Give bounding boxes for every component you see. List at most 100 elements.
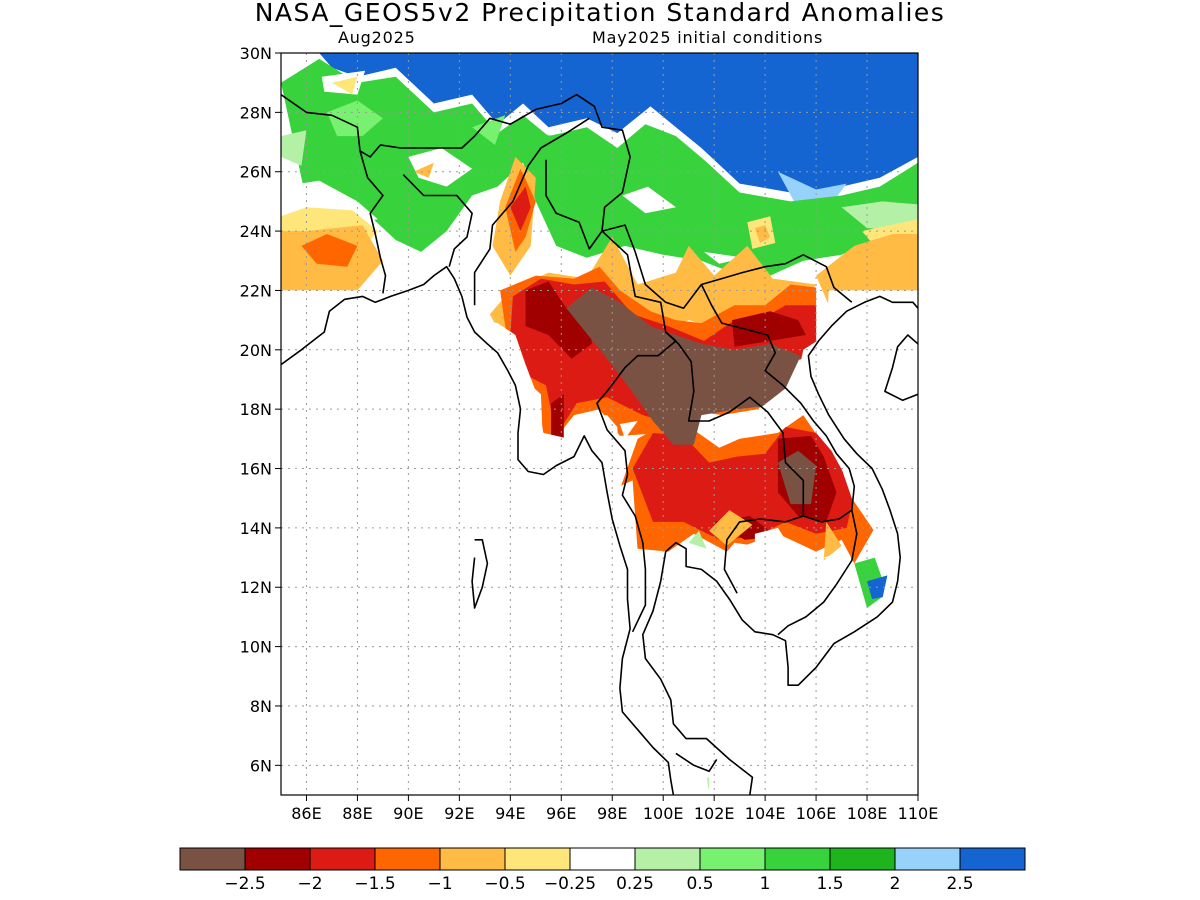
colorbar-swatch-4 — [439, 847, 506, 871]
lon-tick-label-3: 92E — [444, 804, 474, 823]
colorbar-label-2: −1.5 — [354, 874, 395, 894]
anomaly-region-39 — [823, 521, 842, 561]
colorbar-label-0: −2.5 — [224, 874, 265, 894]
lon-tick-label-12: 110E — [898, 804, 939, 823]
lon-tick-label-4: 94E — [495, 804, 525, 823]
longitude-axis: 86E 88E 90E 92E 94E 96E 98E 100E 102E 104E 106E 108… — [291, 795, 938, 823]
mask-region-6 — [619, 421, 638, 439]
lon-tick-label-11: 108E — [847, 804, 888, 823]
anomaly-region-29 — [510, 186, 531, 232]
mask-region-5 — [754, 527, 786, 564]
anomaly-region-19 — [413, 162, 434, 178]
anomaly-region-17 — [332, 76, 358, 95]
colorbar-label-5: −0.25 — [544, 874, 596, 894]
colorbar-swatch-1 — [244, 847, 311, 871]
lat-tick-label-11: 8N — [250, 697, 272, 716]
lat-tick-label-3: 24N — [240, 222, 272, 241]
colorbar-swatch-0 — [179, 847, 246, 871]
lat-tick-label-6: 18N — [240, 400, 272, 419]
lat-tick-label-7: 16N — [240, 460, 272, 479]
coastline-1 — [641, 295, 918, 795]
lon-tick-label-8: 102E — [694, 804, 735, 823]
colorbar-swatch-7 — [634, 847, 701, 871]
plot-frame — [280, 52, 919, 796]
country-border-7 — [777, 509, 858, 636]
colorbar-label-7: 0.5 — [686, 874, 713, 894]
lon-tick-label-2: 90E — [393, 804, 423, 823]
colorbar-swatch-12 — [959, 847, 1026, 871]
colorbar-label-8: 1 — [760, 874, 771, 894]
country-border-2 — [402, 174, 473, 267]
lat-tick-label-12: 6N — [250, 756, 272, 775]
colorbar-swatch-11 — [894, 847, 961, 871]
anomaly-fill-layer — [281, 53, 918, 795]
lon-tick-label-5: 96E — [546, 804, 576, 823]
mask-region-1 — [484, 320, 847, 795]
anomaly-region-41 — [823, 551, 852, 570]
colorbar-label-1: −2 — [297, 874, 322, 894]
country-border-6 — [700, 284, 856, 523]
anomaly-region-4 — [326, 100, 383, 137]
colorbar-label-11: 2.5 — [946, 874, 973, 894]
lon-tick-label-10: 106E — [796, 804, 837, 823]
mask-region-0 — [281, 290, 485, 795]
latitude-axis: 30N 28N 26N 24N 22N 20N 18N 16N 14N 12N 10N 8N 6N — [240, 44, 281, 775]
lat-tick-label-5: 20N — [240, 341, 272, 360]
lat-tick-label-0: 30N — [240, 44, 272, 63]
lat-tick-label-10: 10N — [240, 638, 272, 657]
colorbar-swatch-8 — [699, 847, 766, 871]
anomaly-region-24 — [301, 234, 358, 267]
colorbar: −2.5 −2 −1.5 −1 −0.5 −0.25 0.25 0.5 1 1.5 2 2.5 — [179, 847, 1026, 894]
anomaly-region-0 — [319, 53, 918, 193]
anomaly-region-6 — [281, 130, 307, 166]
anomaly-region-20 — [754, 225, 771, 243]
colorbar-swatch-6 — [569, 847, 636, 871]
lon-tick-label-1: 88E — [342, 804, 372, 823]
lat-tick-label-1: 28N — [240, 103, 272, 122]
colorbar-swatch-5 — [504, 847, 571, 871]
lat-tick-label-2: 26N — [240, 163, 272, 182]
anomaly-region-10 — [622, 186, 676, 214]
lat-tick-label-8: 14N — [240, 519, 272, 538]
anomaly-region-5 — [472, 115, 506, 145]
anomaly-region-45 — [688, 530, 707, 549]
anomaly-region-33 — [732, 311, 806, 347]
colorbar-label-4: −0.5 — [484, 874, 525, 894]
country-border-3 — [473, 117, 590, 306]
lon-tick-label-9: 104E — [745, 804, 786, 823]
country-border-1 — [359, 150, 387, 294]
lat-tick-label-4: 22N — [240, 281, 272, 300]
forecast-month-label: Aug2025 — [338, 28, 416, 47]
country-border-5 — [665, 331, 805, 594]
lat-tick-label-9: 12N — [240, 578, 272, 597]
country-border-4 — [596, 230, 677, 633]
coastlines — [281, 265, 918, 795]
coastline-0 — [281, 265, 675, 795]
mask-region-4 — [798, 290, 918, 564]
lon-tick-label-6: 98E — [597, 804, 627, 823]
colorbar-label-3: −1 — [427, 874, 452, 894]
anomaly-region-21 — [816, 234, 918, 306]
anomaly-region-36 — [566, 287, 801, 445]
country-borders — [281, 93, 858, 773]
colorbar-swatch-9 — [764, 847, 831, 871]
country-border-8 — [675, 752, 718, 773]
map-title: NASA_GEOS5v2 Precipitation Standard Anom… — [254, 0, 946, 27]
anomaly-region-31 — [525, 281, 592, 359]
country-border-0 — [281, 93, 853, 310]
colorbar-swatch-2 — [309, 847, 376, 871]
anomaly-region-11 — [704, 251, 745, 264]
lon-tick-label-7: 100E — [643, 804, 684, 823]
anomaly-region-9 — [408, 148, 473, 187]
country-border-9 — [545, 159, 603, 250]
initial-conditions-label: May2025 initial conditions — [592, 28, 824, 47]
coastline-2 — [884, 334, 918, 402]
colorbar-label-9: 1.5 — [816, 874, 843, 894]
colorbar-label-10: 2 — [890, 874, 901, 894]
lon-tick-label-0: 86E — [291, 804, 321, 823]
colorbar-label-6: 0.25 — [616, 874, 654, 894]
coastline-3 — [471, 538, 489, 609]
colorbar-swatch-3 — [374, 847, 441, 871]
colorbar-swatch-10 — [829, 847, 896, 871]
